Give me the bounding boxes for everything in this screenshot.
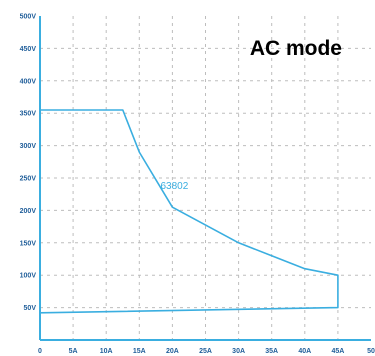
x-tick-label-0: 0	[38, 348, 42, 355]
x-tick-label-15: 15A	[133, 348, 146, 355]
y-tick-label-400: 400V	[20, 78, 37, 85]
x-tick-label-50: 50	[367, 348, 375, 355]
y-tick-label-50: 50V	[24, 305, 37, 312]
x-tick-label-20: 20A	[166, 348, 179, 355]
chart-title: AC mode	[250, 37, 342, 60]
x-tick-label-5: 5A	[69, 348, 78, 355]
y-tick-label-300: 300V	[20, 143, 37, 150]
y-tick-labels: 50V 100V 150V 200V 250V 300V 350V 400V 450V 500V	[20, 14, 37, 313]
x-tick-label-30: 30A	[232, 348, 245, 355]
x-tick-labels: 0 5A 10A 15A 20A 25A 30A 35A 40A 45A 50	[38, 348, 375, 355]
y-tick-label-450: 450V	[20, 46, 37, 53]
y-tick-label-250: 250V	[20, 176, 37, 183]
series-label-0: 63802	[160, 181, 188, 192]
y-tick-label-150: 150V	[20, 240, 37, 247]
axes	[39, 16, 371, 341]
series-line-0	[39, 109, 339, 314]
grid-lines	[40, 16, 371, 340]
y-tick-label-350: 350V	[20, 111, 37, 118]
y-tick-label-100: 100V	[20, 273, 37, 280]
x-tick-label-25: 25A	[199, 348, 212, 355]
series-lines: 63802	[39, 109, 339, 314]
y-tick-label-200: 200V	[20, 208, 37, 215]
y-tick-label-500: 500V	[20, 14, 37, 21]
x-tick-label-45: 45A	[331, 348, 344, 355]
x-tick-label-40: 40A	[298, 348, 311, 355]
x-tick-label-10: 10A	[100, 348, 113, 355]
x-tick-label-35: 35A	[265, 348, 278, 355]
